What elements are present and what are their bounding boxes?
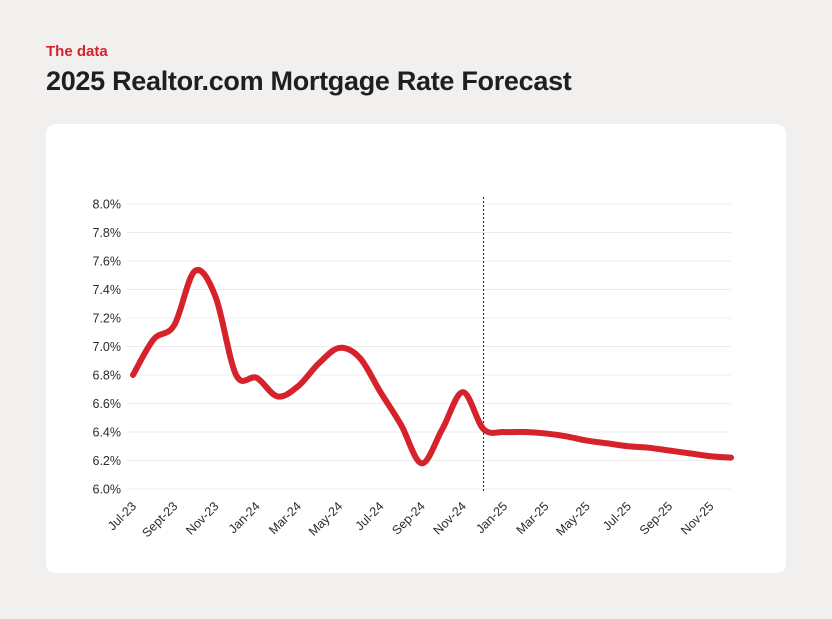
x-tick-label: Jul-23 bbox=[105, 499, 139, 533]
x-tick-label: Nov-23 bbox=[183, 499, 221, 537]
x-tick-label: Sep-25 bbox=[637, 499, 675, 537]
x-tick-label: Jan-25 bbox=[473, 499, 510, 536]
y-tick-label: 6.6% bbox=[93, 397, 122, 411]
mortgage-rate-chart: 6.0% 6.2% 6.4% 6.6% 6.8% 7.0% 7.2% 7.4% 7.6% 7.8%… bbox=[93, 197, 734, 540]
x-tick-label: Jul-25 bbox=[600, 499, 634, 533]
kicker-label: The data bbox=[46, 43, 108, 60]
y-tick-label: 6.4% bbox=[93, 426, 122, 440]
y-tick-label: 6.0% bbox=[93, 483, 122, 497]
x-tick-label: May-25 bbox=[553, 499, 592, 538]
x-tick-label: Mar-25 bbox=[514, 499, 552, 537]
chart-card: 6.0% 6.2% 6.4% 6.6% 6.8% 7.0% 7.2% 7.4% 7.6% 7.8%… bbox=[46, 124, 786, 573]
y-tick-label: 7.4% bbox=[93, 283, 122, 297]
x-tick-label: Mar-24 bbox=[266, 499, 304, 537]
x-tick-label: Nov-25 bbox=[678, 499, 716, 537]
y-tick-label: 7.0% bbox=[93, 340, 122, 354]
y-tick-label: 6.8% bbox=[93, 369, 122, 383]
series-line bbox=[130, 267, 734, 467]
x-tick-label: Jul-24 bbox=[353, 499, 387, 533]
x-tick-label: Jan-24 bbox=[226, 499, 263, 536]
y-tick-label: 6.2% bbox=[93, 454, 122, 468]
x-tick-label: Nov-24 bbox=[431, 499, 469, 537]
x-tick-label: Sep-24 bbox=[389, 499, 427, 537]
y-tick-label: 7.6% bbox=[93, 255, 122, 269]
y-tick-label: 8.0% bbox=[93, 198, 122, 212]
x-tick-label: Sept-23 bbox=[140, 499, 181, 540]
x-axis-ticks: Jul-23 Sept-23 Nov-23 Jan-24 Mar-24 May-24 Jul… bbox=[105, 499, 716, 540]
x-tick-label: May-24 bbox=[306, 499, 345, 538]
y-axis-ticks: 6.0% 6.2% 6.4% 6.6% 6.8% 7.0% 7.2% 7.4% 7.6% 7.8%… bbox=[93, 198, 122, 497]
y-tick-label: 7.8% bbox=[93, 226, 122, 240]
y-tick-label: 7.2% bbox=[93, 312, 122, 326]
page-title: 2025 Realtor.com Mortgage Rate Forecast bbox=[46, 66, 572, 96]
